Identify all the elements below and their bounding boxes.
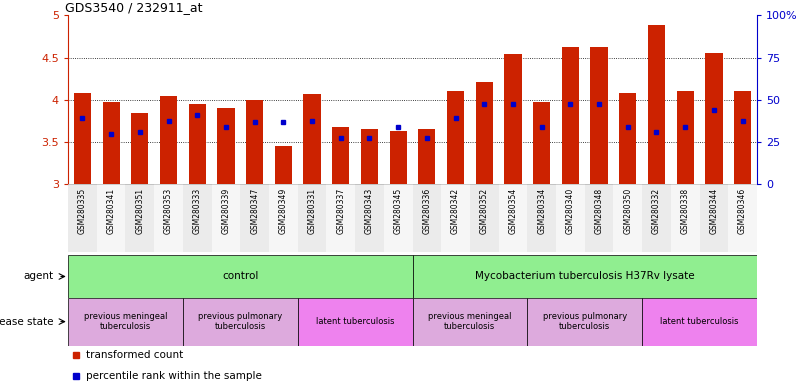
Bar	[670, 184, 699, 252]
Bar	[211, 184, 240, 252]
Bar	[332, 127, 349, 184]
Text: GSM280352: GSM280352	[480, 188, 489, 234]
Text: agent: agent	[23, 271, 54, 281]
Bar	[498, 184, 527, 252]
Bar	[699, 184, 728, 252]
Text: GSM280348: GSM280348	[594, 188, 604, 234]
Bar	[642, 184, 670, 252]
Bar	[68, 255, 413, 298]
Bar	[562, 46, 579, 184]
Bar	[326, 184, 355, 252]
Bar	[642, 298, 757, 346]
Bar	[360, 129, 378, 184]
Text: GSM280349: GSM280349	[279, 188, 288, 234]
Bar	[298, 184, 326, 252]
Text: GSM280343: GSM280343	[365, 188, 374, 234]
Bar	[734, 91, 751, 184]
Text: percentile rank within the sample: percentile rank within the sample	[87, 371, 262, 381]
Bar	[384, 184, 413, 252]
Text: GSM280340: GSM280340	[566, 188, 575, 234]
Text: Mycobacterium tuberculosis H37Rv lysate: Mycobacterium tuberculosis H37Rv lysate	[475, 271, 694, 281]
Bar	[126, 184, 154, 252]
Bar	[418, 129, 436, 184]
Text: GSM280335: GSM280335	[78, 188, 87, 234]
Text: previous meningeal
tuberculosis: previous meningeal tuberculosis	[84, 312, 167, 331]
Text: GSM280339: GSM280339	[221, 188, 231, 234]
Text: GSM280341: GSM280341	[107, 188, 115, 234]
Bar	[585, 184, 614, 252]
Text: transformed count: transformed count	[87, 350, 183, 360]
Text: previous pulmonary
tuberculosis: previous pulmonary tuberculosis	[542, 312, 627, 331]
Text: control: control	[222, 271, 259, 281]
Bar	[533, 103, 550, 184]
Text: GSM280347: GSM280347	[250, 188, 260, 234]
Text: GSM280344: GSM280344	[710, 188, 718, 234]
Text: GDS3540 / 232911_at: GDS3540 / 232911_at	[65, 1, 202, 14]
Text: disease state: disease state	[0, 316, 54, 327]
Bar	[505, 54, 521, 184]
Text: GSM280333: GSM280333	[193, 188, 202, 234]
Bar	[103, 103, 120, 184]
Bar	[183, 298, 298, 346]
Bar	[556, 184, 585, 252]
Bar	[183, 184, 211, 252]
Text: GSM280338: GSM280338	[681, 188, 690, 234]
Bar	[476, 82, 493, 184]
Text: GSM280336: GSM280336	[422, 188, 432, 234]
Bar	[131, 113, 148, 184]
Text: GSM280350: GSM280350	[623, 188, 632, 234]
Bar	[189, 104, 206, 184]
Text: latent tuberculosis: latent tuberculosis	[660, 317, 739, 326]
Text: GSM280353: GSM280353	[164, 188, 173, 234]
Bar	[240, 184, 269, 252]
Bar	[413, 298, 527, 346]
Text: previous pulmonary
tuberculosis: previous pulmonary tuberculosis	[198, 312, 283, 331]
Text: GSM280332: GSM280332	[652, 188, 661, 234]
Bar	[677, 91, 694, 184]
Bar	[74, 93, 91, 184]
Bar	[413, 184, 441, 252]
Bar	[304, 94, 320, 184]
Bar	[298, 298, 413, 346]
Text: previous meningeal
tuberculosis: previous meningeal tuberculosis	[429, 312, 512, 331]
Bar	[246, 100, 264, 184]
Text: GSM280334: GSM280334	[537, 188, 546, 234]
Bar	[68, 298, 183, 346]
Bar	[619, 93, 636, 184]
Bar	[217, 108, 235, 184]
Text: GSM280342: GSM280342	[451, 188, 460, 234]
Bar	[527, 184, 556, 252]
Bar	[275, 146, 292, 184]
Text: GSM280331: GSM280331	[308, 188, 316, 234]
Bar	[614, 184, 642, 252]
Text: GSM280337: GSM280337	[336, 188, 345, 234]
Bar	[590, 46, 608, 184]
Bar	[389, 131, 407, 184]
Text: GSM280346: GSM280346	[738, 188, 747, 234]
Text: GSM280345: GSM280345	[393, 188, 403, 234]
Bar	[470, 184, 498, 252]
Bar	[413, 255, 757, 298]
Bar	[527, 298, 642, 346]
Text: GSM280351: GSM280351	[135, 188, 144, 234]
Bar	[648, 25, 665, 184]
Bar	[447, 91, 464, 184]
Text: latent tuberculosis: latent tuberculosis	[316, 317, 394, 326]
Bar	[705, 53, 723, 184]
Bar	[68, 184, 97, 252]
Bar	[160, 96, 177, 184]
Bar	[97, 184, 126, 252]
Bar	[355, 184, 384, 252]
Bar	[728, 184, 757, 252]
Bar	[441, 184, 470, 252]
Text: GSM280354: GSM280354	[509, 188, 517, 234]
Bar	[269, 184, 298, 252]
Bar	[154, 184, 183, 252]
